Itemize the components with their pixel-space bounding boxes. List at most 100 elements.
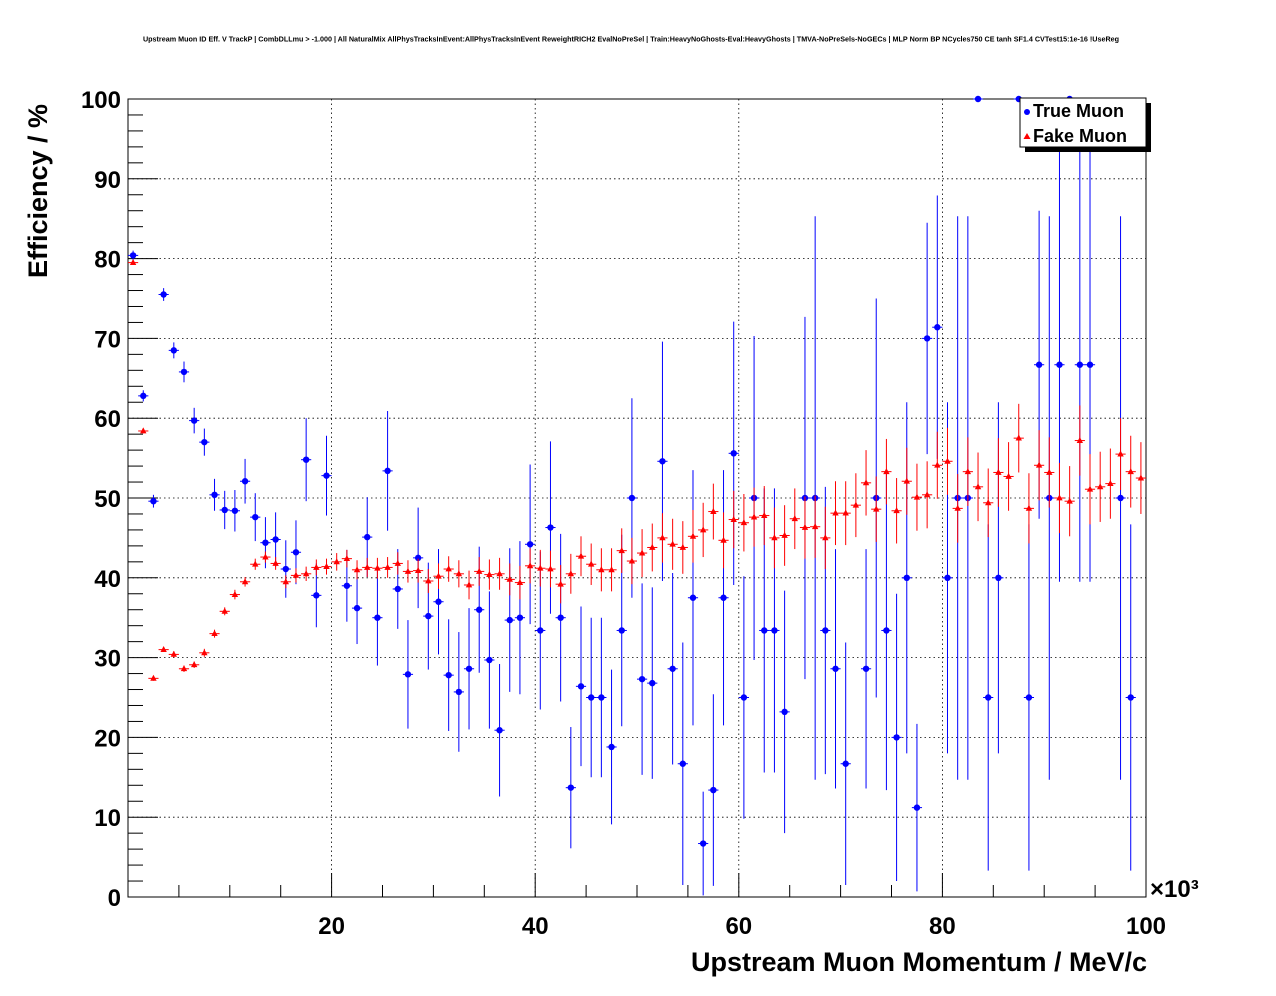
data-point: [526, 541, 534, 548]
data-point: [404, 671, 412, 678]
data-point: [1086, 361, 1094, 368]
data-point: [577, 683, 585, 690]
data-point: [231, 507, 239, 514]
data-point: [506, 575, 513, 582]
chart-title: Upstream Muon ID Eff. V TrackP | CombDLL…: [143, 35, 1119, 44]
data-point: [679, 760, 687, 767]
data-point: [771, 627, 778, 634]
data-point: [190, 661, 198, 668]
series-fake-muon: [128, 258, 1146, 681]
data-point: [282, 565, 289, 573]
data-point: [364, 563, 371, 570]
data-point: [771, 534, 778, 541]
y-tick-label: 50: [94, 486, 121, 513]
data-point: [985, 694, 992, 701]
data-point: [455, 688, 463, 696]
data-point: [496, 727, 503, 734]
data-point: [537, 564, 544, 571]
data-point: [730, 515, 737, 522]
data-point: [343, 555, 351, 562]
data-point: [934, 461, 941, 468]
data-point: [547, 524, 554, 531]
data-point: [557, 580, 564, 587]
data-point: [618, 547, 625, 554]
data-point: [689, 532, 697, 539]
data-point: [160, 646, 167, 653]
data-point: [292, 549, 300, 556]
data-point: [1117, 494, 1124, 502]
data-point: [791, 515, 798, 522]
data-point: [241, 578, 249, 585]
data-point: [811, 523, 819, 530]
data-point: [801, 523, 809, 530]
y-tick-label: 10: [94, 805, 121, 832]
data-point: [414, 567, 422, 574]
data-point: [628, 557, 636, 564]
data-point: [221, 506, 228, 514]
data-point: [384, 563, 391, 570]
data-point: [150, 674, 157, 681]
data-point: [781, 531, 788, 538]
data-point: [699, 840, 707, 847]
data-point: [557, 614, 564, 621]
data-point: [201, 649, 208, 656]
y-tick-label: 40: [94, 566, 121, 593]
data-point: [384, 467, 391, 475]
data-point: [1127, 468, 1134, 475]
data-point: [211, 630, 218, 637]
data-point: [414, 554, 422, 562]
data-point: [1137, 474, 1145, 481]
data-point: [231, 590, 239, 597]
data-point: [292, 571, 300, 578]
data-point: [252, 513, 259, 521]
data-point: [649, 543, 656, 550]
y-tick-label: 80: [94, 247, 121, 274]
data-point: [476, 606, 483, 613]
data-point: [353, 566, 361, 573]
data-point: [852, 501, 860, 508]
data-point: [140, 427, 147, 434]
data-point: [822, 627, 829, 634]
data-point: [323, 563, 330, 570]
data-point: [954, 504, 961, 511]
data-point: [1025, 694, 1033, 701]
data-point: [720, 594, 727, 601]
y-axis-title: Efficiency / %: [23, 104, 53, 278]
data-point: [822, 534, 829, 541]
data-point: [404, 567, 412, 574]
data-point: [302, 570, 310, 577]
data-point: [374, 614, 381, 621]
data-point: [1005, 472, 1012, 479]
data-point: [832, 665, 839, 672]
data-point: [323, 472, 330, 479]
data-point: [710, 507, 717, 514]
data-point: [587, 694, 595, 701]
data-point: [1127, 694, 1134, 701]
data-point: [842, 509, 849, 516]
data-point: [740, 694, 748, 701]
y-tick-label: 60: [94, 406, 121, 433]
data-point: [516, 578, 524, 585]
data-point: [516, 614, 524, 621]
data-point: [944, 574, 951, 581]
data-point: [465, 581, 473, 588]
data-point: [720, 536, 727, 543]
data-point: [730, 450, 737, 457]
data-point: [1076, 436, 1084, 443]
data-point: [862, 665, 870, 672]
data-point: [1107, 480, 1114, 487]
data-point: [567, 784, 575, 791]
data-point: [190, 417, 198, 424]
data-point: [313, 592, 320, 599]
x-tick-label: 40: [522, 913, 549, 940]
data-point: [496, 570, 503, 577]
data-point: [140, 392, 147, 400]
data-point: [761, 511, 768, 518]
data-point: [985, 499, 992, 506]
data-point: [659, 534, 666, 541]
data-point: [537, 627, 544, 634]
data-point: [425, 612, 432, 620]
data-point: [353, 604, 361, 612]
data-point: [842, 760, 849, 767]
y-tick-label: 0: [108, 885, 121, 912]
